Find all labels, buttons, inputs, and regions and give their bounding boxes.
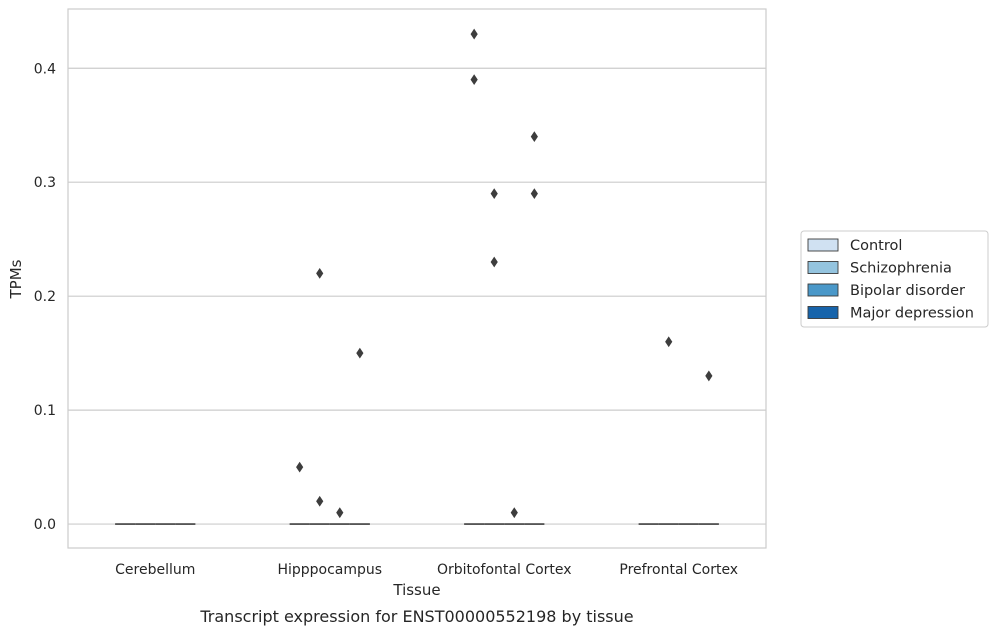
outlier-point [470,28,478,40]
legend-swatch [807,283,839,297]
x-tick-label: Cerebellum [115,562,195,578]
y-tick-label: 0.0 [34,517,56,533]
x-axis: Cerebellum Hipppocampus Orbitofontal Corte… [115,562,738,578]
plot-frame [67,8,767,549]
x-tick-label: Orbitofontal Cortex [437,562,572,578]
legend-swatch [807,306,839,319]
outlier-point [490,256,498,268]
legend-swatch [807,261,839,274]
y-tick-label: 0.1 [34,403,56,419]
legend-frame [800,230,989,328]
outlier-point [510,507,518,519]
y-tick-label: 0.2 [34,289,56,305]
y-tick-label: 0.4 [34,61,56,77]
legend-label: Control [850,238,902,254]
y-axis: 0.0 0.1 0.2 0.3 0.4 [34,61,56,533]
y-tick-label: 0.3 [34,175,56,191]
chart-caption: Transcript expression for ENST0000055219… [199,607,633,626]
legend: Control Schizophrenia Bipolar disorder Majo… [800,230,989,328]
outlier-point [316,495,324,507]
outlier-point [356,347,364,359]
x-tick-label: Hipppocampus [277,562,382,578]
legend-swatch [807,238,839,252]
outlier-point [665,336,673,348]
outlier-point [705,370,713,382]
outlier-point [316,267,324,279]
legend-label: Schizophrenia [850,261,952,277]
legend-label: Major depression [850,306,974,322]
legend-label: Bipolar disorder [850,283,965,299]
outlier-point [490,188,498,200]
y-axis-label: TPMs [7,259,25,299]
x-tick-label: Prefrontal Cortex [619,562,738,578]
outlier-point [296,461,304,473]
outlier-point [470,74,478,86]
x-axis-label: Tissue [392,581,440,599]
outlier-points [296,28,713,519]
outlier-point [530,188,538,200]
outlier-point [530,131,538,143]
outlier-point [336,507,344,519]
